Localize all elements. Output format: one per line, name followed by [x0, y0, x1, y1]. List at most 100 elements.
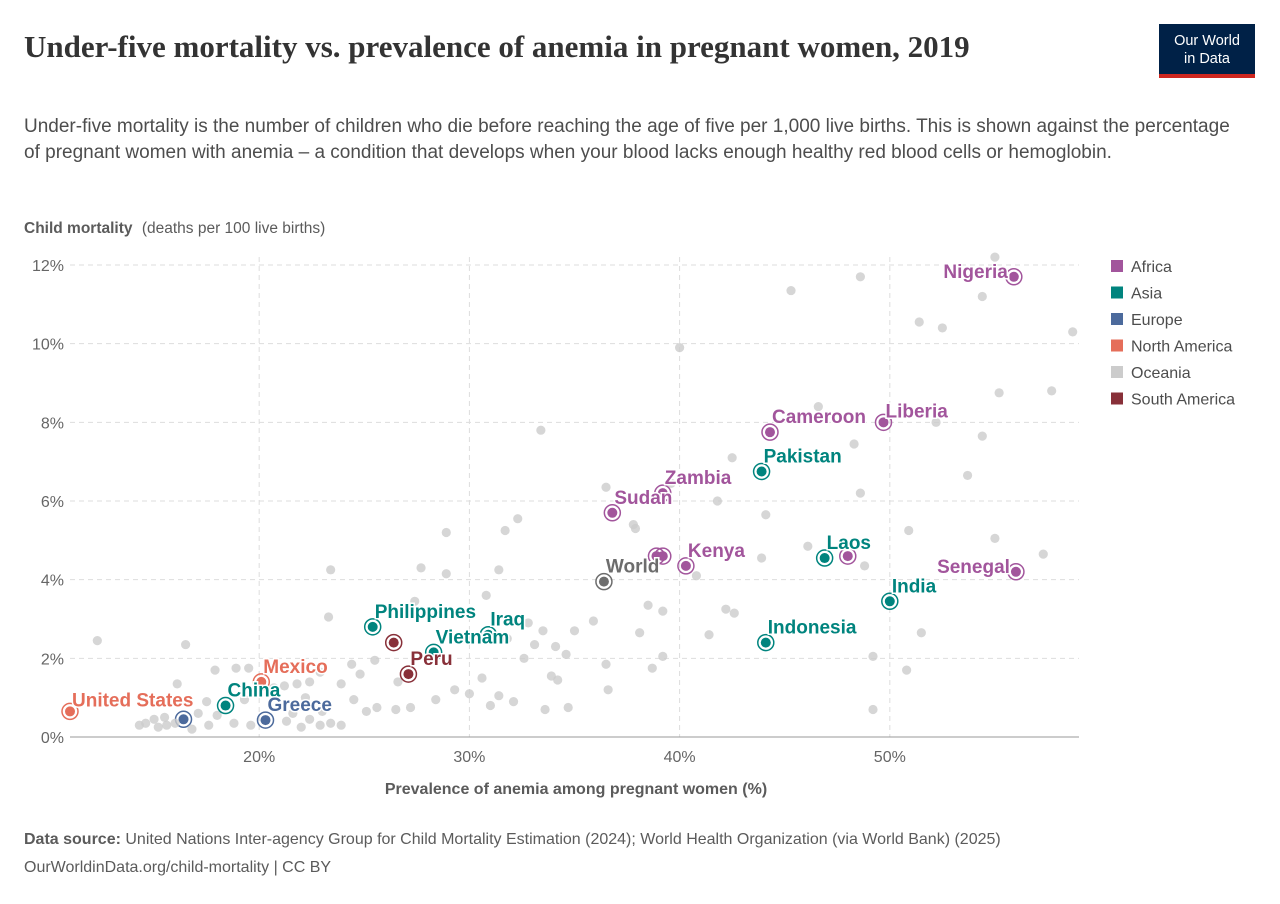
- data-point[interactable]: [904, 525, 914, 536]
- data-point[interactable]: [149, 714, 159, 724]
- data-point[interactable]: [756, 553, 767, 563]
- data-point[interactable]: [292, 679, 302, 689]
- data-point[interactable]: [204, 720, 214, 730]
- data-point[interactable]: [269, 683, 279, 693]
- data-point[interactable]: [315, 720, 325, 730]
- data-point[interactable]: [727, 453, 737, 463]
- data-point[interactable]: [187, 724, 197, 734]
- data-point[interactable]: [540, 704, 550, 715]
- point-united-states[interactable]: [65, 706, 75, 717]
- data-point[interactable]: [441, 569, 451, 579]
- data-point[interactable]: [315, 667, 325, 677]
- data-point[interactable]: [450, 685, 460, 695]
- data-point[interactable]: [990, 252, 1000, 262]
- legend-label-oceania[interactable]: Oceania: [1131, 365, 1191, 382]
- data-point[interactable]: [181, 639, 191, 650]
- data-point[interactable]: [481, 590, 491, 601]
- data-point[interactable]: [786, 285, 796, 296]
- data-point[interactable]: [675, 343, 685, 353]
- data-point[interactable]: [229, 718, 239, 728]
- data-point[interactable]: [347, 659, 357, 669]
- data-point[interactable]: [855, 272, 865, 282]
- data-point[interactable]: [246, 720, 256, 730]
- data-point[interactable]: [931, 417, 941, 427]
- point-sudan[interactable]: [607, 507, 618, 518]
- data-point[interactable]: [281, 716, 292, 726]
- data-point[interactable]: [601, 482, 611, 492]
- data-point[interactable]: [561, 649, 571, 660]
- point-zambia[interactable]: [657, 488, 668, 499]
- data-point[interactable]: [666, 478, 676, 488]
- data-point[interactable]: [372, 702, 382, 713]
- data-point[interactable]: [326, 718, 336, 728]
- data-point[interactable]: [990, 533, 1000, 543]
- data-point[interactable]: [538, 626, 548, 636]
- data-point[interactable]: [405, 702, 416, 713]
- data-point[interactable]: [513, 514, 523, 524]
- point-liberia[interactable]: [878, 417, 889, 428]
- data-point[interactable]: [630, 523, 641, 534]
- data-point[interactable]: [729, 608, 739, 618]
- data-point[interactable]: [477, 673, 487, 683]
- data-point[interactable]: [508, 697, 519, 707]
- data-point[interactable]: [431, 695, 441, 705]
- data-point[interactable]: [859, 561, 870, 571]
- data-point[interactable]: [239, 695, 250, 705]
- owid-logo[interactable]: Our World in Data: [1159, 24, 1255, 78]
- point-iraq[interactable]: [483, 629, 494, 640]
- data-point[interactable]: [361, 706, 371, 717]
- data-point[interactable]: [288, 708, 298, 719]
- data-point[interactable]: [210, 665, 220, 675]
- data-point[interactable]: [305, 677, 315, 687]
- data-point[interactable]: [134, 720, 144, 730]
- point-kenya[interactable]: [680, 560, 691, 571]
- data-point[interactable]: [193, 708, 203, 719]
- legend-swatch-oceania[interactable]: [1111, 366, 1123, 378]
- point-mexico[interactable]: [256, 676, 267, 687]
- point-indonesia[interactable]: [760, 637, 771, 648]
- data-point[interactable]: [657, 551, 668, 562]
- data-point[interactable]: [937, 323, 947, 333]
- point-greece[interactable]: [260, 715, 271, 726]
- data-point[interactable]: [523, 618, 533, 628]
- data-point[interactable]: [994, 388, 1004, 398]
- data-point[interactable]: [635, 628, 645, 638]
- data-point[interactable]: [658, 651, 668, 661]
- data-point[interactable]: [231, 663, 241, 673]
- legend-label-north-america[interactable]: North America: [1131, 339, 1232, 356]
- data-point[interactable]: [658, 606, 668, 616]
- data-point[interactable]: [712, 496, 723, 506]
- data-point[interactable]: [842, 551, 853, 562]
- data-point[interactable]: [588, 616, 599, 626]
- data-point[interactable]: [317, 706, 327, 717]
- legend-swatch-africa[interactable]: [1111, 260, 1123, 272]
- data-point[interactable]: [916, 628, 926, 638]
- data-point[interactable]: [349, 695, 359, 705]
- data-point[interactable]: [305, 714, 315, 724]
- data-point[interactable]: [92, 636, 102, 646]
- data-point[interactable]: [244, 663, 254, 673]
- legend-label-south-america[interactable]: South America: [1131, 392, 1235, 409]
- data-point[interactable]: [962, 470, 973, 481]
- legend-label-asia[interactable]: Asia: [1131, 286, 1162, 303]
- legend-label-africa[interactable]: Africa: [1131, 259, 1172, 276]
- point-peru[interactable]: [403, 669, 414, 680]
- data-point[interactable]: [370, 655, 380, 665]
- data-point[interactable]: [647, 663, 657, 673]
- data-point[interactable]: [326, 565, 336, 575]
- data-point[interactable]: [416, 563, 426, 573]
- data-point[interactable]: [1047, 386, 1057, 396]
- data-point[interactable]: [296, 722, 306, 732]
- data-point[interactable]: [441, 527, 451, 538]
- data-point[interactable]: [914, 317, 924, 327]
- data-point[interactable]: [355, 669, 365, 679]
- data-point[interactable]: [813, 402, 823, 412]
- point-world[interactable]: [598, 576, 609, 587]
- point-laos[interactable]: [819, 553, 830, 564]
- data-point[interactable]: [464, 689, 474, 699]
- data-point[interactable]: [603, 685, 613, 695]
- data-point[interactable]: [159, 712, 170, 722]
- data-point[interactable]: [178, 714, 189, 725]
- point-india[interactable]: [884, 596, 895, 607]
- legend-swatch-asia[interactable]: [1111, 286, 1123, 299]
